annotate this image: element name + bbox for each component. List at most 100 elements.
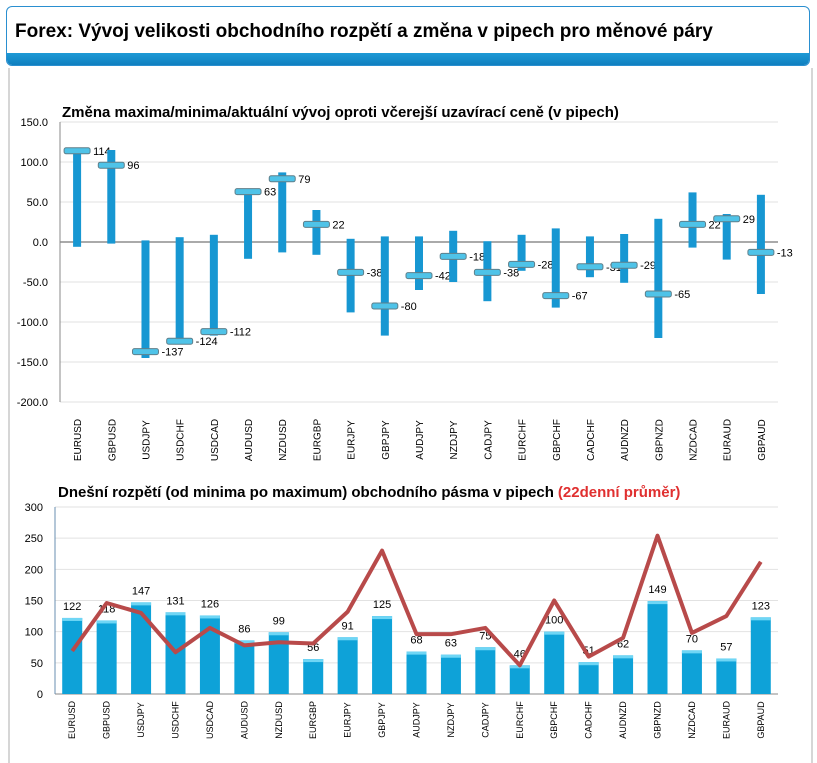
chart2: 300250200150100500122EURUSD118GBPUSD147U…: [25, 502, 778, 739]
x-tick-label: CADCHF: [586, 419, 597, 461]
y-tick-label: -150.0: [17, 357, 48, 369]
bar-top: [199, 615, 220, 619]
bar: [544, 631, 565, 694]
current-marker: [713, 215, 741, 223]
data-label: 22: [709, 219, 721, 231]
range-bar: [415, 236, 423, 290]
data-label: -137: [161, 347, 183, 359]
y-tick-label: -100.0: [17, 317, 48, 329]
bar-top: [268, 632, 289, 636]
x-tick-label: EURUSD: [73, 419, 84, 461]
bar: [131, 602, 152, 694]
data-label: -29: [640, 260, 656, 272]
y-tick-label: -50.0: [23, 277, 48, 289]
bar-top: [62, 617, 83, 621]
bar: [234, 640, 255, 694]
x-tick-label: USDCHF: [171, 701, 181, 739]
range-bar: [141, 240, 150, 358]
bar-top: [165, 612, 186, 616]
current-marker: [371, 302, 399, 310]
bar-top: [647, 601, 668, 605]
x-tick-label: NZDUSD: [278, 419, 289, 461]
data-label: 96: [127, 160, 139, 172]
x-tick-label: EURJPY: [343, 702, 353, 738]
bar: [613, 655, 634, 694]
current-marker: [473, 268, 501, 276]
x-tick-label: GBPJPY: [377, 702, 387, 738]
bar: [681, 650, 702, 694]
range-bar: [620, 234, 629, 283]
average-line: [70, 533, 763, 668]
current-marker: [542, 292, 570, 300]
range-bar: [585, 236, 594, 278]
data-label: -80: [401, 301, 417, 313]
y-tick-label: 0: [37, 689, 43, 701]
data-label: 147: [132, 585, 150, 597]
bar-top: [440, 654, 461, 658]
range-bar: [517, 234, 526, 271]
bar: [440, 654, 461, 694]
chart2-title-main: Dnešní rozpětí (od minima po maximum) ob…: [58, 484, 554, 501]
x-tick-label: GBPCHF: [549, 701, 559, 739]
x-tick-label: USDJPY: [141, 420, 152, 460]
x-tick-label: CADCHF: [584, 701, 594, 739]
data-label: -38: [503, 267, 519, 279]
range-bar: [107, 150, 116, 244]
x-tick-label: GBPAUD: [757, 419, 768, 461]
x-tick-label: USDCAD: [205, 701, 215, 740]
bar: [337, 637, 358, 694]
charts-panel: [8, 68, 813, 763]
x-tick-label: GBPAUD: [756, 701, 766, 739]
y-tick-label: -200.0: [17, 397, 48, 409]
x-tick-label: AUDJPY: [415, 420, 426, 460]
data-label: 79: [298, 174, 310, 186]
range-bar: [209, 234, 218, 336]
bar-top: [303, 659, 324, 663]
data-label: -18: [469, 251, 485, 263]
bar: [268, 632, 289, 694]
bar: [750, 617, 771, 694]
data-label: 86: [238, 623, 250, 635]
x-tick-label: NZDUSD: [274, 701, 284, 739]
data-label: 29: [743, 214, 755, 226]
data-label: 126: [201, 598, 219, 610]
chart1: 150.0 100.0 50.0 0.0 -50.0 -100.0 -150.0 -200.0…: [17, 117, 793, 461]
bar-top: [372, 616, 393, 620]
y-tick-label: 300: [25, 502, 43, 514]
current-marker: [302, 220, 330, 228]
range-bar: [73, 150, 82, 247]
data-label: -65: [674, 289, 690, 301]
x-tick-label: AUDNZD: [618, 701, 628, 739]
x-tick-label: NZDCAD: [687, 701, 697, 739]
bar-top: [96, 620, 117, 624]
range-bar: [722, 214, 731, 260]
range-bar: [278, 172, 287, 253]
current-marker: [268, 175, 296, 183]
x-tick-label: EURAUD: [721, 701, 731, 740]
bar: [96, 620, 117, 694]
bar-top: [681, 650, 702, 654]
range-bar: [380, 236, 389, 336]
bar-top: [131, 602, 152, 606]
current-marker: [610, 261, 638, 269]
x-tick-label: GBPNZD: [654, 419, 665, 461]
x-tick-label: GBPCHF: [552, 419, 563, 461]
x-tick-label: NZDJPY: [446, 702, 456, 737]
chart2-title-highlight: (22denní průměr): [558, 484, 681, 501]
data-label: 114: [93, 146, 111, 158]
y-tick-label: 150.0: [20, 117, 48, 129]
y-tick-label: 50: [31, 658, 43, 670]
current-marker: [166, 337, 194, 345]
bar-top: [475, 647, 496, 651]
data-label: 68: [410, 635, 422, 647]
x-tick-label: EURCHF: [518, 419, 529, 461]
bar-top: [613, 655, 634, 659]
current-marker: [234, 188, 262, 196]
x-tick-label: EURAUD: [723, 419, 734, 461]
page-header: Forex: Vývoj velikosti obchodního rozpět…: [6, 6, 810, 66]
bar-top: [234, 640, 255, 644]
y-tick-label: 0.0: [33, 237, 48, 249]
data-label: -38: [367, 267, 383, 279]
data-label: 63: [445, 638, 457, 650]
